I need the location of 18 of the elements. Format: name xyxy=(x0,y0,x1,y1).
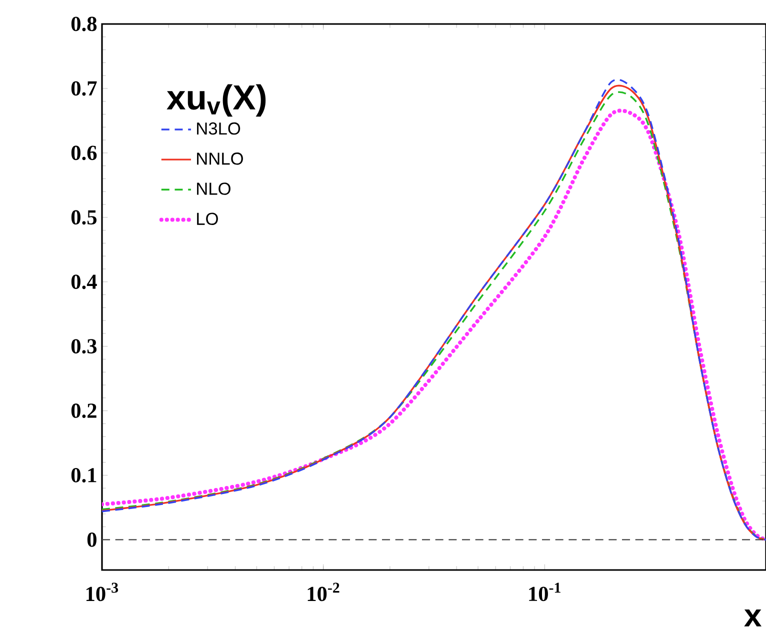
legend-label: NNLO xyxy=(197,152,243,165)
legend-label: NLO xyxy=(197,182,230,195)
y-tick-label: 0.7 xyxy=(71,81,97,96)
legend-label: LO xyxy=(197,212,218,225)
y-tick-label: 0.2 xyxy=(71,404,96,418)
y-tick-label: 0.4 xyxy=(71,274,97,290)
text: xu$_{v}$(X) xyxy=(166,84,266,117)
y-tick-label: 0.5 xyxy=(71,210,97,225)
y-tick-label: 0 xyxy=(87,532,96,547)
y-tick-label: 0.3 xyxy=(71,339,97,354)
x-axis-title: x xyxy=(744,610,762,626)
y-tick-label: 0.8 xyxy=(71,16,97,32)
x-tick-label: 10$^{-3}$ xyxy=(86,582,118,602)
x-tick-label: 10$^{-2}$ xyxy=(308,582,340,602)
x-tick-label: 10$^{-1}$ xyxy=(529,582,560,602)
y-tick-label: 0.6 xyxy=(71,146,97,160)
legend-label: N3LO xyxy=(197,122,240,135)
y-tick-label: 0.1 xyxy=(71,468,96,482)
